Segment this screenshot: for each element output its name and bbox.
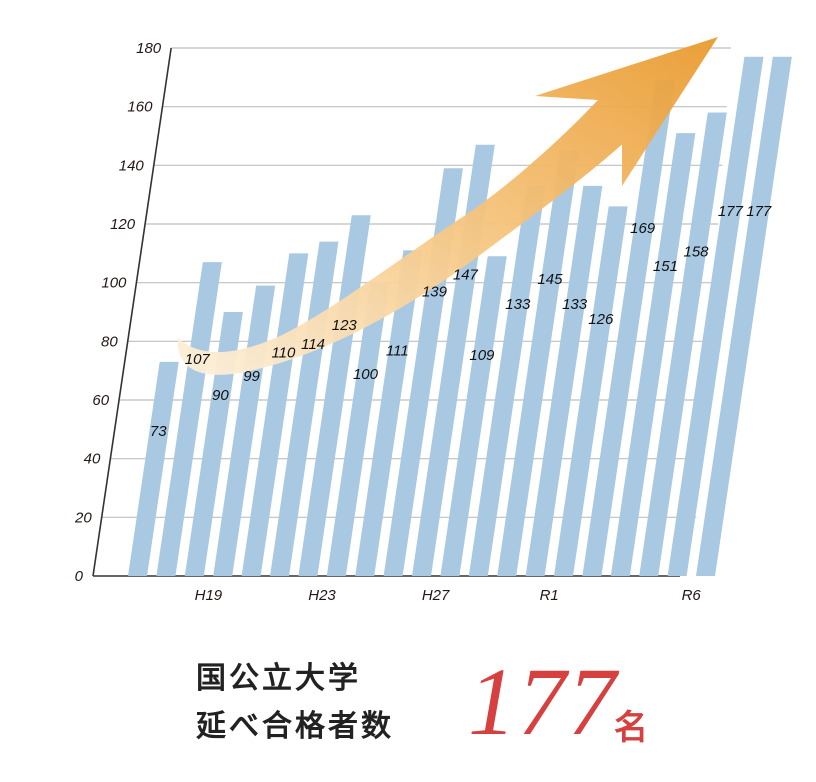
data-label: 145 — [537, 271, 563, 288]
data-label: 151 — [653, 258, 678, 275]
data-label: 111 — [386, 343, 409, 360]
data-label: 133 — [505, 296, 531, 313]
x-tick-label: R6 — [682, 587, 702, 604]
grid-lines: 0 20 40 60 80 100 120 140 160 180 — [74, 40, 732, 585]
bar — [468, 185, 546, 576]
bars — [128, 56, 792, 577]
y-tick-label: 120 — [110, 216, 136, 233]
data-label: 126 — [588, 311, 614, 328]
x-tick-label: H23 — [308, 587, 336, 604]
data-label: 123 — [332, 317, 358, 334]
bar-chart: 0 20 40 60 80 100 120 140 160 180 H19 H23 H27 R1 R6 7… — [74, 37, 792, 604]
data-label: 100 — [353, 366, 379, 383]
caption-text: 国公立大学 延べ合格者数 — [196, 655, 394, 751]
bar — [582, 80, 675, 577]
y-tick-label: 40 — [84, 451, 101, 468]
y-tick-label: 100 — [101, 275, 127, 292]
bar — [355, 250, 423, 576]
x-tick-label: H27 — [422, 587, 450, 604]
bar — [128, 361, 179, 576]
data-label: 73 — [150, 423, 167, 440]
count-unit: 名 — [614, 708, 648, 748]
y-tick-label: 0 — [75, 568, 84, 585]
bar — [696, 56, 792, 577]
caption-line-1: 国公立大学 — [196, 661, 361, 696]
bar — [326, 282, 390, 576]
data-label: 177 — [746, 203, 772, 220]
growth-arrow-icon — [177, 37, 719, 375]
bar — [440, 256, 507, 576]
data-label: 107 — [185, 351, 211, 368]
data-label: 147 — [453, 267, 479, 284]
y-axis — [92, 47, 172, 577]
y-tick-label: 180 — [136, 40, 162, 57]
data-label: 158 — [683, 243, 709, 260]
y-tick-label: 20 — [74, 509, 92, 526]
data-label: 110 — [271, 345, 296, 362]
bar — [497, 150, 580, 576]
bar — [639, 112, 727, 577]
y-tick-label: 60 — [92, 392, 109, 409]
data-label: 133 — [562, 296, 588, 313]
bar — [525, 185, 603, 576]
data-label: 99 — [243, 368, 260, 385]
bar — [610, 133, 696, 577]
bar — [667, 56, 764, 577]
data-label: 139 — [422, 283, 448, 300]
data-label: 90 — [212, 387, 229, 404]
bar — [554, 206, 628, 576]
data-labels: 73 107 90 99 110 114 123 100 111 139 147 109 133 145 1… — [150, 203, 772, 440]
data-label: 169 — [630, 220, 656, 237]
bar — [156, 262, 222, 576]
total-count: 177 — [468, 648, 618, 755]
data-label: 114 — [301, 336, 325, 353]
data-label: 109 — [469, 347, 495, 364]
y-tick-label: 80 — [101, 333, 118, 350]
x-tick-label: H19 — [195, 587, 223, 604]
caption-line-2: 延べ合格者数 — [196, 709, 394, 744]
bar — [184, 312, 243, 576]
y-tick-label: 160 — [127, 99, 153, 116]
x-tick-label: R1 — [540, 587, 559, 604]
data-label: 177 — [718, 203, 744, 220]
axes: H19 H23 H27 R1 R6 — [92, 47, 702, 604]
y-tick-label: 140 — [119, 157, 145, 174]
